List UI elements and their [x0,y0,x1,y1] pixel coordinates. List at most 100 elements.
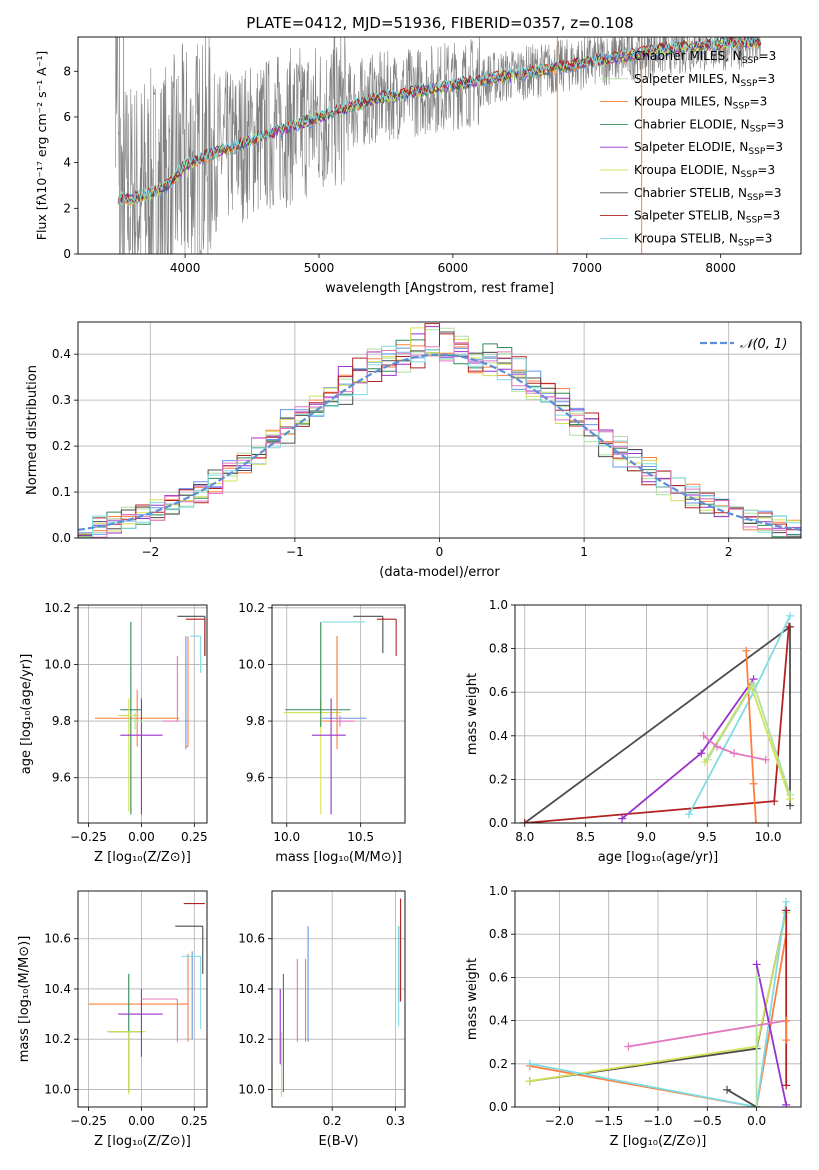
weight-marker [699,731,708,740]
x-tick-label: 9.5 [698,830,717,844]
weight-marker [742,646,751,655]
x-tick-label: 4000 [170,261,201,275]
weight-marker [782,1081,791,1090]
data-spectrum-line [115,37,761,254]
x-tick-label: 10.0 [755,830,782,844]
x-axis-label: Z [log₁₀(Z/Z⊙)] [610,1134,707,1149]
x-tick-label: 0.00 [128,830,155,844]
plot-area [283,615,397,815]
spectrum-panel: 4000 5000 6000 7000 8000 0 2 4 6 8 wavelength [Ang… [34,36,802,296]
y-tick-label: 10.2 [44,601,71,615]
y-tick-label: 9.8 [52,714,71,728]
grid [272,891,405,1107]
y-tick-label: 1.0 [489,598,508,612]
model-line-kroupa-stelib [117,37,762,203]
weight-line [755,964,788,1105]
weight-marker [752,960,761,969]
x-tick-label: −0.25 [70,830,107,844]
y-tick-label: 0.3 [52,393,71,407]
y-tick-label: 0.2 [52,439,71,453]
y-tick-label: 10.4 [238,982,265,996]
axes-frame: 10.0 10.5 9.6 9.8 10.0 10.2 mass [log₁₀(M/M⊙)] [238,601,406,865]
x-tick-label: 8.0 [515,830,534,844]
y-tick-label: 9.8 [246,714,265,728]
axes-spine [77,36,802,255]
legend-label: Kroupa STELIB, NSSP=3 [634,231,772,248]
plot-area [520,611,795,823]
x-tick-label: 9.0 [637,830,656,844]
grid [272,605,405,823]
x-tick-label: −2 [141,545,159,559]
x-tick-label: 6000 [438,261,469,275]
weight-vs-age-panel: 8.0 8.5 9.0 9.5 10.0 0.0 0.2 0.4 0.6 0.8 1.0 age [l… [465,598,802,865]
y-tick-label: 6 [63,110,71,124]
y-tick-label: 0.4 [489,729,508,743]
gaussian-curve [78,353,801,531]
plot-area [525,897,791,1107]
y-tick-label: 10.0 [238,657,265,671]
weight-line [726,1088,758,1107]
weight-marker [713,742,722,751]
x-tick-label: 0.00 [128,1114,155,1128]
axes-spine [77,321,802,539]
y-tick-label: 0.0 [489,1100,508,1114]
x-axis-label: E(B-V) [318,1134,358,1149]
y-tick-label: 10.0 [44,1082,71,1096]
y-tick-label: 4 [63,156,71,170]
y-tick-label: 10.4 [44,982,71,996]
weight-line [745,650,757,823]
weight-line [529,934,788,1107]
x-tick-label: 7000 [572,261,603,275]
y-tick-label: 0.8 [489,927,508,941]
y-tick-label: 10.2 [44,1032,71,1046]
x-axis-label: (data-model)/error [379,565,500,580]
plot-area [94,615,206,815]
x-tick-label: 5000 [304,261,335,275]
x-tick-label: 0 [436,545,444,559]
axes-spine [514,890,802,1108]
y-tick-label: 9.6 [52,771,71,785]
y-axis-label: Flux [fλ10⁻¹⁷ erg cm⁻² s⁻¹ A⁻¹] [34,51,49,240]
x-tick-label: −1.5 [594,1114,623,1128]
x-tick-label: 0.3 [386,1114,405,1128]
mass-vs-ebv-panel: 0.2 0.3 10.0 10.2 10.4 10.6 E(B-V) [238,890,406,1149]
y-tick-label: 9.6 [246,771,265,785]
weight-vs-z-panel: −2.0 −1.5 −1.0 −0.5 0.0 0.0 0.2 0.4 0.6 0.8 1.0 Z [… [465,884,802,1149]
y-tick-label: 0.0 [52,531,71,545]
y-tick-label: 10.0 [44,657,71,671]
weight-marker [685,810,694,819]
axes-frame: 0.2 0.3 10.0 10.2 10.4 10.6 E(B-V) [238,890,406,1149]
weight-line [628,1019,787,1048]
y-tick-label: 0.2 [489,1057,508,1071]
legend-label: Salpeter MILES, NSSP=3 [634,72,775,89]
mass-vs-z-panel: −0.25 0.00 0.25 10.0 10.2 10.4 10.6 Z [log₁₀(Z/… [17,890,208,1149]
y-tick-label: 10.6 [238,932,265,946]
legend-label: Chabrier ELODIE, NSSP=3 [634,117,784,134]
weight-marker [761,755,770,764]
y-tick-label: 0 [63,247,71,261]
grid [515,890,801,1108]
y-tick-label: 1.0 [489,884,508,898]
weight-marker [520,819,529,823]
axes-spine [77,890,208,1108]
x-axis-label: age [log₁₀(age/yr)] [598,850,719,865]
x-tick-label: −0.25 [70,1114,107,1128]
x-tick-label: 8.5 [576,830,595,844]
residuals-panel: −2 −1 0 1 2 0.0 0.1 0.2 0.3 0.4 (data-model)/error… [25,321,802,580]
weight-marker [624,1042,633,1051]
y-tick-label: 0.6 [489,685,508,699]
x-axis-label: mass [log₁₀(M/M⊙)] [275,850,402,865]
axes-spine [271,604,406,824]
weight-marker [782,1016,791,1025]
weight-line [529,901,788,1107]
plot-area [78,323,801,538]
x-tick-label: 2 [725,545,733,559]
weight-marker [782,897,791,906]
x-tick-label: 0.0 [747,1114,766,1128]
legend-label: Chabrier MILES, NSSP=3 [634,49,776,66]
y-tick-label: 10.6 [44,932,71,946]
axes-frame: −0.25 0.00 0.25 10.0 10.2 10.4 10.6 Z [log₁₀(Z/… [17,890,208,1149]
y-tick-label: 2 [63,201,71,215]
weight-marker [786,790,795,799]
